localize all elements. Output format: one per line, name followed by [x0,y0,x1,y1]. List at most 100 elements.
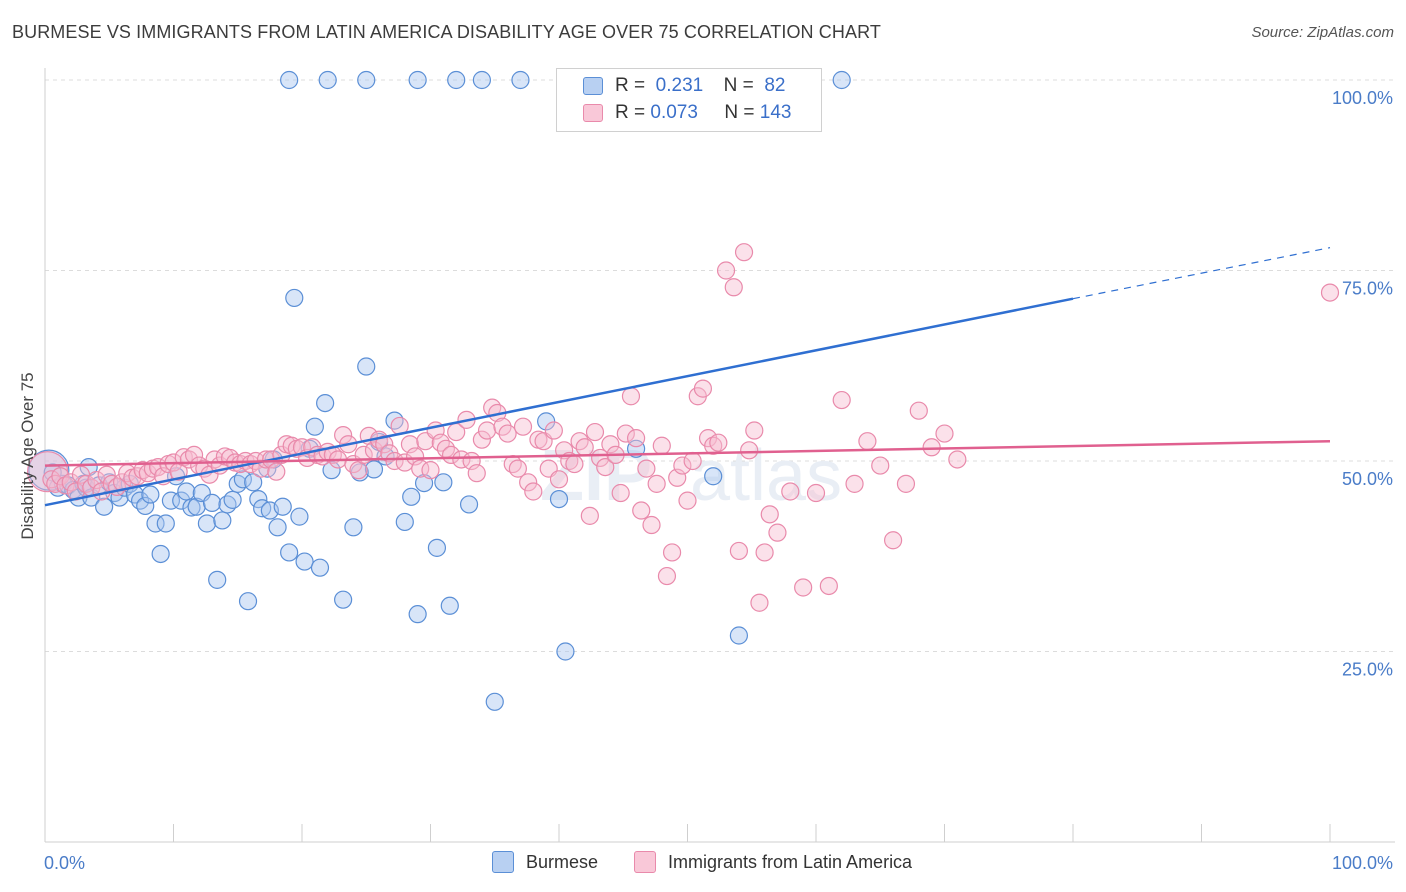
latin-america-point [922,438,941,457]
burmese-point [295,552,314,571]
series-swatch-pink [634,851,656,873]
latin-america-point [909,401,928,420]
burmese-point [146,514,165,533]
latin-america-point [750,593,769,612]
latin-america-point [549,470,569,489]
burmese-point [395,512,414,532]
burmese-point [268,518,287,537]
burmese-point [177,482,196,501]
legend-swatch-pink [583,104,603,122]
burmese-point [549,490,569,509]
burmese-point [280,543,299,562]
burmese-point [202,493,222,513]
latin-america-point [621,387,641,406]
latin-america-point [349,461,368,480]
burmese-point [537,412,556,431]
burmese-point [172,491,191,510]
burmese-point [357,70,376,90]
latin-america-point [472,430,491,449]
latin-america-point [683,451,702,471]
burmese-point [385,411,404,430]
burmese-point [187,497,206,516]
latin-america-point [935,424,954,443]
legend-r-label: R = [615,102,646,123]
latin-america-point [611,483,630,503]
latin-america-point [251,459,270,478]
latin-america-point [642,515,661,535]
burmese-point [556,642,575,661]
latin-america-point [662,543,682,562]
latin-america-point [596,457,615,477]
burmese-point [156,514,175,533]
burmese-point [273,497,292,516]
burmese-point [447,70,466,90]
latin-america-point [616,424,635,443]
burmese-point [141,485,160,504]
burmese-point [511,70,530,90]
burmese-point [197,514,217,533]
stats-legend: R = 0.231 N = 82 R = 0.073 N = 143 [556,68,822,132]
latin-america-point [734,243,754,262]
chart-title: BURMESE VS IMMIGRANTS FROM LATIN AMERICA… [12,22,881,42]
burmese-point [182,498,201,517]
legend-r-value: 0.231 [655,75,704,96]
burmese-point [344,518,363,537]
burmese-point [290,507,309,526]
burmese-point [729,626,749,645]
series-legend: Burmese Immigrants from Latin America [0,851,1406,877]
trend-lines [44,247,1331,507]
latin-america-point [1320,283,1340,302]
legend-row-latin-america: R = 0.073 N = 143 [583,100,791,126]
latin-america-point [544,421,563,440]
burmese-point [459,495,479,514]
latin-america-point [524,482,543,501]
latin-america-point [575,438,594,457]
burmese-point [161,491,181,510]
legend-n-label: N = [723,75,754,96]
latin-america-point [565,454,584,474]
burmese-point [249,490,268,509]
latin-america-point [585,422,605,442]
burmese-point [223,490,242,509]
burmese-point [402,487,421,506]
latin-america-point [498,424,517,443]
latin-america-point [819,576,838,596]
latin-america-point [724,278,743,297]
latin-america-point [883,531,903,550]
burmese-point [213,511,232,530]
latin-america-point [97,465,116,484]
legend-n-value: 143 [759,102,792,123]
latin-america-point [755,543,774,562]
latin-america-point [794,578,813,597]
latin-america-point [632,501,651,520]
latin-america-point [858,432,877,451]
y-tick-label: 100.0% [1332,88,1393,108]
latin-america-point [806,483,826,503]
latin-america-point [652,436,671,455]
burmese-point [334,590,353,609]
latin-america-point [421,461,440,480]
burmese-point [233,470,252,489]
burmese-point [322,461,341,480]
latin-america-point [508,459,527,478]
latin-america-point [657,566,677,586]
x-tick-label-right: 100.0% [1332,853,1393,873]
burmese-point [136,496,155,516]
burmese-point [832,70,851,90]
latin-america-point [673,456,692,475]
burmese-point [95,497,114,516]
series-name-latin-america: Immigrants from Latin America [668,851,913,872]
legend-row-burmese: R = 0.231 N = 82 [583,73,785,99]
source-label: Source: ZipAtlas.com [1251,24,1394,41]
series-legend-burmese: Burmese [492,851,598,873]
y-tick-label: 25.0% [1342,660,1393,680]
legend-r-label: R = [615,75,646,96]
burmese-points [28,70,851,711]
burmese-point [208,570,227,589]
watermark: ZIP [540,436,652,516]
legend-swatch-blue [583,77,603,95]
latin-america-point [832,390,851,410]
latin-america-point [647,474,666,493]
burmese-point [238,592,258,611]
latin-america-point [637,459,656,478]
